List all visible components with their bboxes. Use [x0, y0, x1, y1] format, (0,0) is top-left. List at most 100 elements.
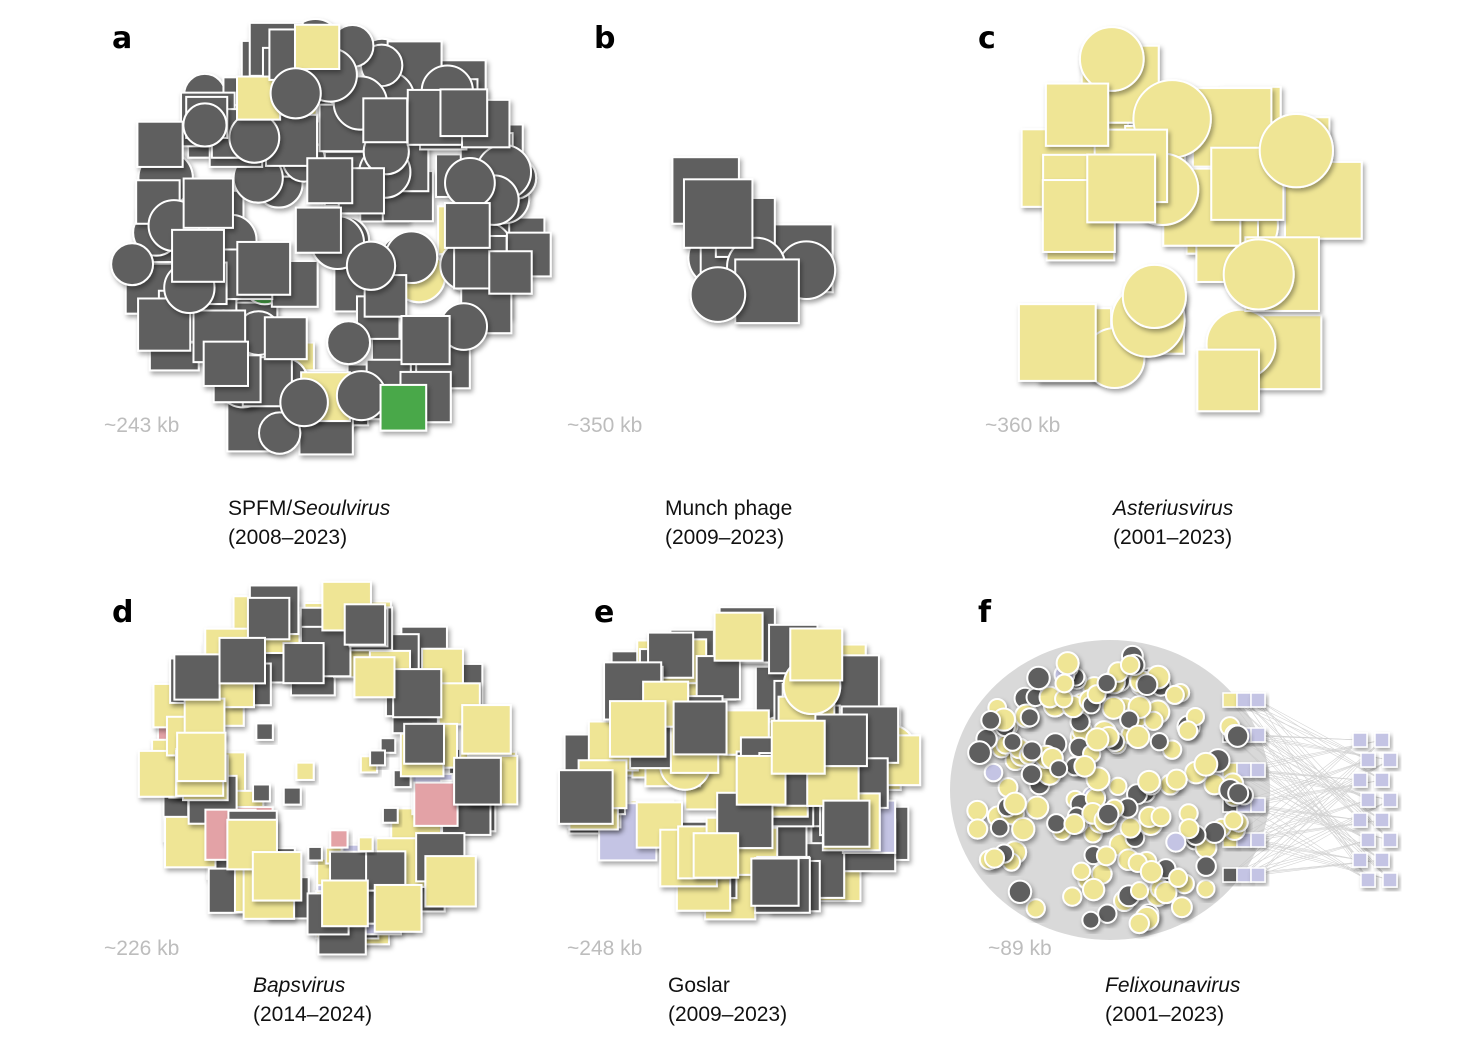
- edge: [1257, 699, 1361, 821]
- network-panel: [557, 606, 922, 921]
- network-panel: [137, 580, 519, 956]
- node: [381, 806, 399, 824]
- node: [1139, 859, 1164, 884]
- node: [263, 316, 308, 361]
- node: [403, 722, 446, 765]
- edge: [1243, 739, 1361, 841]
- node: [326, 320, 372, 366]
- node: [1119, 654, 1141, 676]
- node: [1382, 752, 1398, 768]
- edge: [1257, 839, 1361, 861]
- node: [980, 709, 1002, 731]
- node: [294, 206, 342, 254]
- cluster-years: (2001–2023): [1105, 1003, 1224, 1026]
- node: [750, 857, 800, 907]
- node: [692, 832, 740, 879]
- node: [1025, 795, 1050, 820]
- node: [1222, 238, 1295, 311]
- node: [236, 240, 292, 296]
- node: [379, 737, 397, 754]
- node: [400, 314, 451, 366]
- network-panel: [1017, 26, 1363, 413]
- node: [1143, 710, 1164, 731]
- panel-letter: c: [978, 21, 996, 56]
- edge: [1243, 804, 1369, 881]
- edge: [1257, 799, 1391, 876]
- network-panel: [110, 18, 552, 456]
- panel-letter: e: [594, 595, 614, 630]
- cluster-years: (2009–2023): [668, 1003, 787, 1026]
- edge: [1243, 734, 1383, 821]
- node: [672, 700, 728, 756]
- node: [345, 240, 397, 291]
- node: [306, 157, 354, 205]
- node: [1046, 813, 1067, 834]
- node: [1203, 820, 1227, 844]
- node: [1149, 732, 1169, 752]
- node: [443, 202, 491, 249]
- node: [1227, 782, 1250, 805]
- node: [1382, 792, 1398, 808]
- node: [1081, 910, 1101, 930]
- node: [279, 377, 329, 428]
- node: [682, 178, 754, 249]
- node: [1011, 816, 1036, 842]
- node: [329, 829, 349, 849]
- name-part: Munch phage: [665, 497, 792, 520]
- node: [1178, 818, 1200, 840]
- node: [1025, 898, 1046, 919]
- node: [1374, 772, 1390, 788]
- genome-size: ~248 kb: [567, 937, 642, 960]
- node: [1250, 867, 1266, 883]
- node: [282, 786, 302, 806]
- node: [343, 603, 387, 646]
- edge: [1243, 699, 1383, 781]
- node: [557, 769, 614, 825]
- node: [1137, 769, 1161, 794]
- cluster-years: (2014–2024): [253, 1003, 372, 1026]
- node: [1128, 912, 1150, 935]
- node: [1223, 810, 1244, 831]
- cluster-years: (2001–2023): [1113, 526, 1232, 549]
- cluster-years: (2009–2023): [665, 526, 784, 549]
- node: [353, 656, 396, 699]
- edge: [1229, 739, 1361, 841]
- node: [1360, 832, 1376, 848]
- node: [1360, 792, 1376, 808]
- node: [335, 370, 387, 422]
- node: [373, 883, 423, 933]
- node: [1026, 665, 1051, 691]
- edge: [1257, 699, 1391, 841]
- node: [1360, 752, 1376, 768]
- node: [246, 596, 291, 641]
- edge: [1257, 734, 1369, 801]
- node: [424, 855, 477, 908]
- node: [1195, 855, 1217, 877]
- node: [110, 242, 155, 287]
- node: [967, 740, 992, 765]
- node: [1236, 867, 1252, 883]
- node: [770, 719, 826, 775]
- edge: [1243, 699, 1361, 821]
- node: [1177, 720, 1199, 741]
- edge: [1243, 739, 1383, 876]
- edge: [1257, 759, 1391, 841]
- node: [488, 250, 533, 295]
- node: [1019, 707, 1040, 728]
- node: [1374, 852, 1390, 868]
- edge: [1243, 734, 1361, 861]
- node: [413, 781, 459, 827]
- node: [1055, 651, 1080, 676]
- node: [1250, 832, 1266, 848]
- name-part: Goslar: [668, 974, 730, 997]
- genome-size: ~226 kb: [104, 937, 179, 960]
- node: [608, 700, 667, 758]
- node: [439, 88, 489, 138]
- node: [1017, 303, 1097, 382]
- name-part: SPFM/: [228, 497, 292, 520]
- genome-size: ~350 kb: [567, 414, 642, 437]
- node: [1196, 879, 1216, 899]
- node: [1121, 263, 1187, 330]
- name-part: Seoulvirus: [292, 497, 391, 520]
- node: [1352, 812, 1368, 828]
